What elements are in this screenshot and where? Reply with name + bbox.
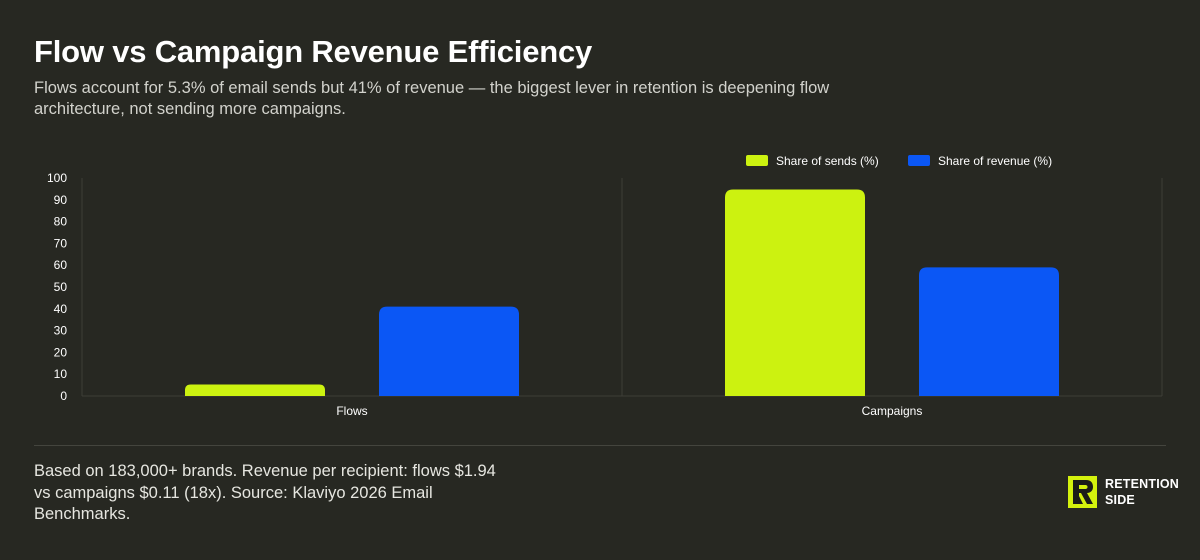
- legend-label: Share of sends (%): [776, 154, 879, 168]
- x-category-label: Flows: [336, 404, 367, 418]
- y-tick-label: 40: [54, 302, 68, 316]
- bar-share-of-revenue: [379, 306, 519, 396]
- x-axis: Flows Campaigns: [336, 404, 922, 418]
- y-tick-label: 60: [54, 258, 68, 272]
- legend: Share of sends (%) Share of revenue (%): [746, 154, 1052, 168]
- y-tick-label: 80: [54, 215, 68, 229]
- bar-chart: 0 10 20 30 40 50 60 70 80 90 100 Flows Campaigns Sh…: [47, 154, 1163, 418]
- brand-line-1: RETENTION: [1105, 477, 1180, 491]
- bars-layer: [185, 189, 1059, 396]
- bar-share-of-sends: [185, 384, 325, 396]
- retention-side-logo-icon: [1068, 476, 1097, 508]
- brand-logo: RETENTION SIDE: [1068, 476, 1179, 508]
- y-tick-label: 90: [54, 193, 68, 207]
- brand-wordmark: RETENTION SIDE: [1105, 476, 1179, 508]
- y-tick-label: 0: [60, 389, 67, 403]
- legend-swatch: [746, 155, 768, 166]
- y-tick-label: 70: [54, 236, 68, 250]
- y-axis: 0 10 20 30 40 50 60 70 80 90 100: [47, 171, 67, 403]
- y-tick-label: 10: [54, 367, 68, 381]
- chart-title: Flow vs Campaign Revenue Efficiency: [34, 34, 593, 69]
- y-tick-label: 100: [47, 171, 67, 185]
- chart-area: 0 10 20 30 40 50 60 70 80 90 100 Flows Campaigns Sh…: [0, 140, 1200, 440]
- legend-swatch: [908, 155, 930, 166]
- brand-line-2: SIDE: [1105, 493, 1135, 507]
- bar-share-of-revenue: [919, 267, 1059, 396]
- footer-divider: [34, 445, 1166, 446]
- bar-share-of-sends: [725, 189, 865, 396]
- footnote: Based on 183,000+ brands. Revenue per re…: [34, 462, 496, 523]
- y-tick-label: 20: [54, 345, 68, 359]
- y-tick-label: 50: [54, 280, 68, 294]
- legend-label: Share of revenue (%): [938, 154, 1052, 168]
- chart-subtitle: Flows account for 5.3% of email sends bu…: [34, 79, 830, 118]
- x-category-label: Campaigns: [862, 404, 923, 418]
- y-tick-label: 30: [54, 324, 68, 338]
